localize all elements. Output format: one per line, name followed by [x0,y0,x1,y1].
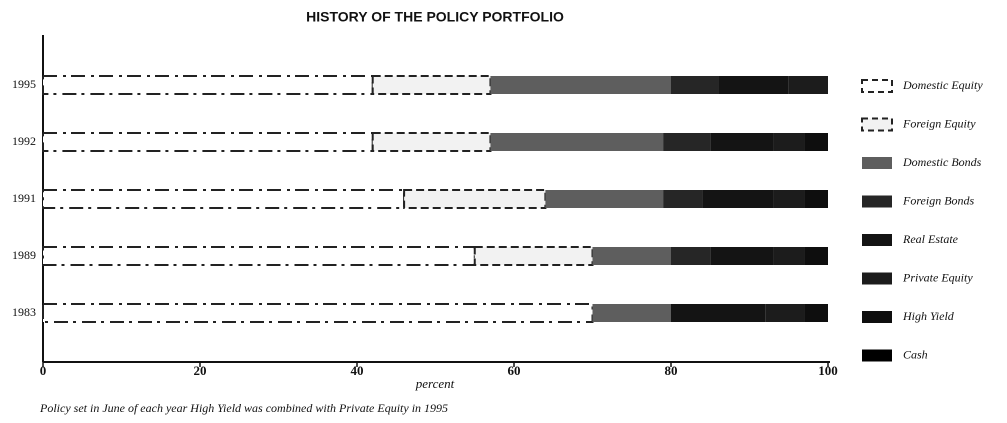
x-axis-label: percent [415,376,455,391]
x-tick-label: 20 [194,363,207,378]
x-tick-label: 40 [351,363,364,378]
x-tick-label: 0 [40,363,47,378]
bar-segment [663,190,703,208]
bar-segment [403,189,547,209]
bar-segment [42,189,406,209]
bar-segment [490,76,671,94]
y-tick-label: 1992 [12,134,36,148]
legend-label: Foreign Equity [902,116,976,130]
y-tick-label: 1983 [12,305,36,319]
x-tick-label: 100 [818,363,838,378]
legend-swatch [862,311,892,323]
legend-label: Cash [903,347,928,361]
bar-segment [804,304,828,322]
bar-segment [545,190,664,208]
bar-segment [671,76,719,94]
legend-swatch [862,195,892,208]
bar-segment [804,247,828,265]
legend-label: Domestic Equity [902,78,983,92]
bar-segment [773,190,805,208]
bar-segment [42,132,374,152]
bar-segment [671,247,711,265]
y-tick-label: 1991 [12,191,36,205]
legend-swatch [862,157,892,169]
legend-label: Real Estate [902,232,959,246]
chart-title: HISTORY OF THE POLICY PORTFOLIO [306,9,564,25]
legend-swatch [862,234,892,246]
bar-segment [592,247,671,265]
bar-segment [710,133,774,151]
bar-segment [371,132,492,152]
bar-segment [42,246,476,266]
y-tick-label: 1989 [12,248,36,262]
bar-segment [473,246,594,266]
bar-segment [773,133,805,151]
legend-swatch [861,79,893,93]
x-tick-label: 80 [665,363,678,378]
bar-segment [671,304,766,322]
bar-segment [663,133,711,151]
legend-swatch [862,349,892,362]
bar-segment [718,76,789,94]
legend-label: Domestic Bonds [902,155,982,169]
bar-segment [773,247,805,265]
bar-segment [804,190,828,208]
legend-swatch [861,117,893,132]
bar-segment [42,75,374,95]
bar-segment [592,304,671,322]
legend-label: High Yield [902,309,955,323]
bar-segment [490,133,664,151]
x-tick-label: 60 [508,363,521,378]
bar-segment [42,303,594,323]
legend-label: Foreign Bonds [902,193,975,207]
legend-swatch [862,272,892,285]
bar-segment [788,76,828,94]
bar-segment [765,304,805,322]
bar-segment [804,133,828,151]
y-tick-label: 1995 [12,77,36,91]
footnote: Policy set in June of each year High Yie… [39,401,448,415]
bar-segment [371,75,492,95]
bar-segment [710,247,774,265]
bar-segment [702,190,774,208]
legend-label: Private Equity [902,270,973,284]
